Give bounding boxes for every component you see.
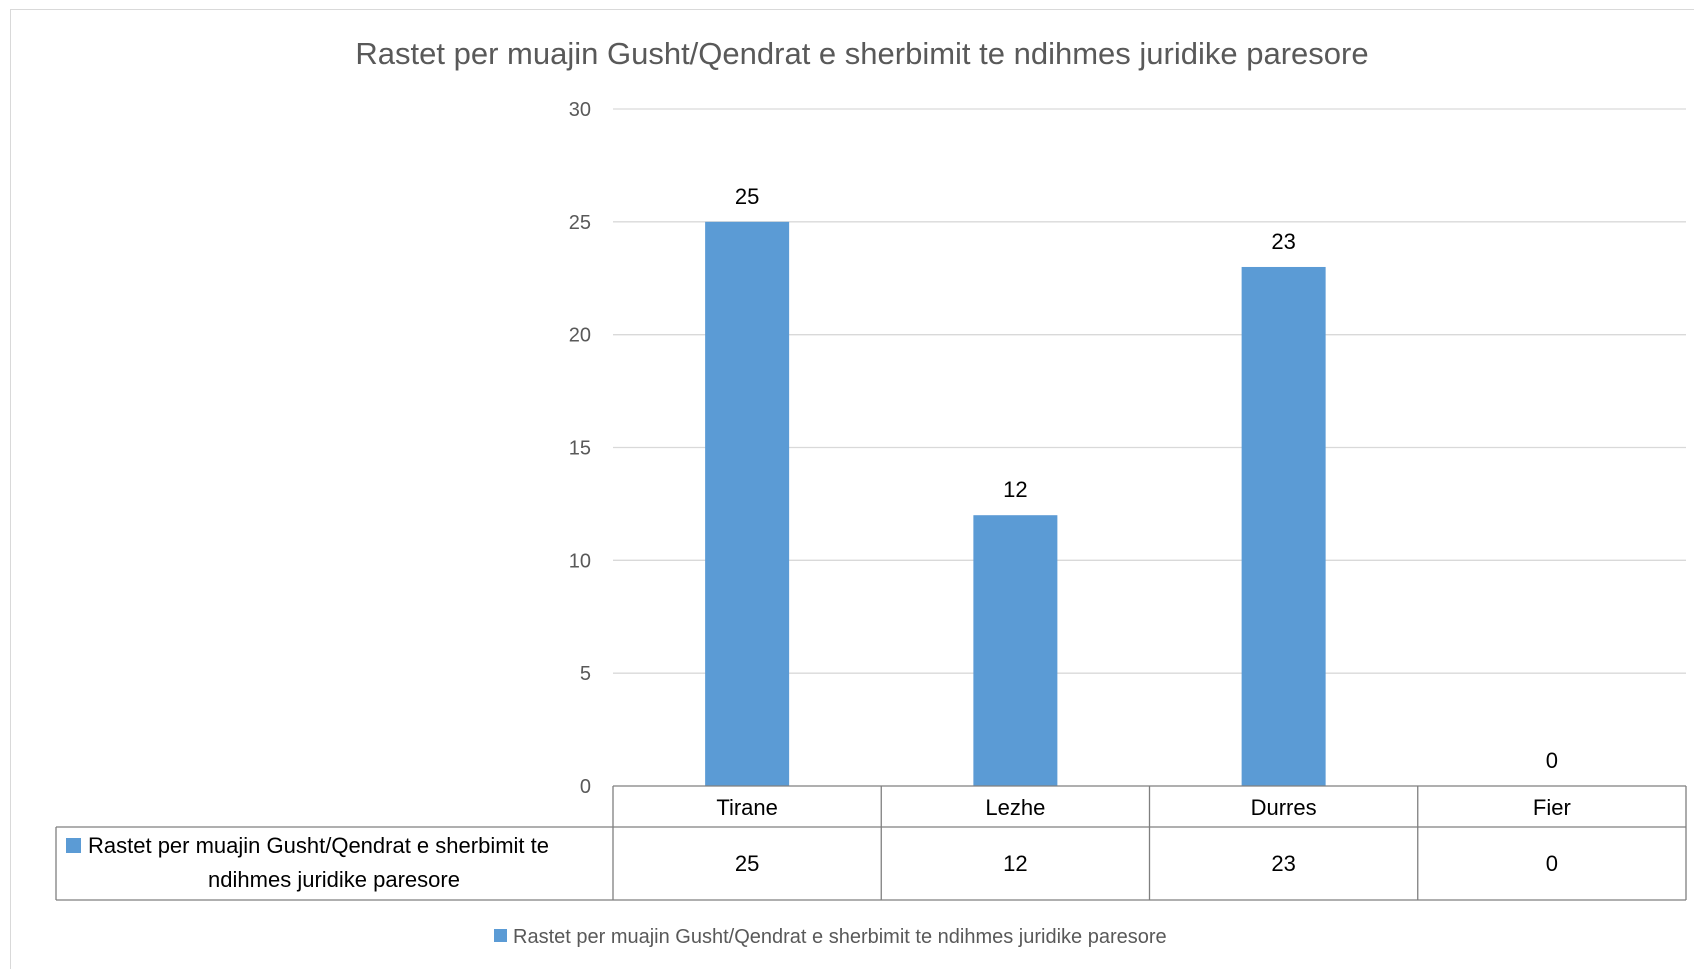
x-tick-label: Fier <box>1533 795 1571 820</box>
y-tick-label: 5 <box>580 663 591 685</box>
bar <box>705 221 790 787</box>
table-row-label: Rastet per muajin Gusht/Qendrat e sherbi… <box>88 833 549 858</box>
x-tick-label: Lezhe <box>985 795 1045 820</box>
data-label: 23 <box>1271 229 1295 254</box>
table-cell-value: 25 <box>735 851 759 876</box>
chart-title: Rastet per muajin Gusht/Qendrat e sherbi… <box>355 36 1368 71</box>
y-tick-label: 20 <box>569 325 591 347</box>
table-cell-value: 23 <box>1271 851 1295 876</box>
y-tick-label: 25 <box>569 212 591 234</box>
table-cell-value: 0 <box>1546 851 1558 876</box>
data-label: 0 <box>1546 748 1558 773</box>
y-tick-label: 15 <box>569 438 591 460</box>
bar <box>973 515 1058 786</box>
x-tick-label: Durres <box>1251 795 1317 820</box>
y-tick-label: 10 <box>569 550 591 572</box>
legend-label: Rastet per muajin Gusht/Qendrat e sherbi… <box>513 926 1167 948</box>
chart-frame <box>10 9 1694 969</box>
table-cell-value: 12 <box>1003 851 1027 876</box>
bar <box>1241 266 1326 786</box>
data-label: 25 <box>735 184 759 209</box>
table-legend-key <box>66 838 81 853</box>
table-row-label: ndihmes juridike paresore <box>208 867 460 892</box>
x-tick-label: Tirane <box>716 795 778 820</box>
legend-marker <box>494 929 507 942</box>
data-label: 12 <box>1003 477 1027 502</box>
y-tick-label: 30 <box>569 99 591 121</box>
y-tick-label: 0 <box>580 776 591 798</box>
